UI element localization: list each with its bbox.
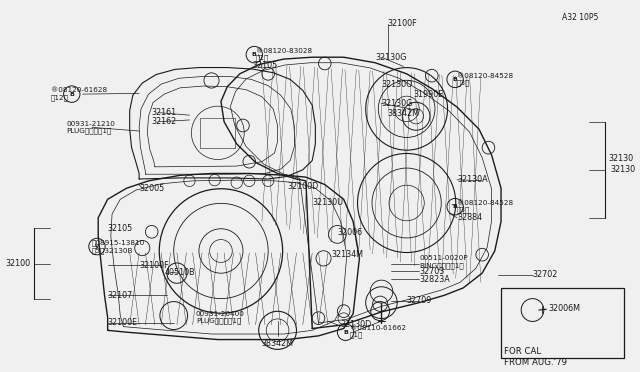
Text: 38342M: 38342M bbox=[388, 109, 420, 118]
Text: ®08120-84528
（3）: ®08120-84528 （3） bbox=[457, 73, 513, 86]
Text: 32130A: 32130A bbox=[457, 175, 488, 184]
Text: 32100E: 32100E bbox=[108, 318, 138, 327]
Text: 00931-20400
PLUGブラグ（1）: 00931-20400 PLUGブラグ（1） bbox=[196, 311, 244, 324]
Text: 32130G: 32130G bbox=[375, 53, 406, 62]
Text: 32105: 32105 bbox=[252, 61, 278, 70]
Text: B: B bbox=[252, 52, 257, 57]
Text: B: B bbox=[343, 330, 348, 335]
Text: 32107: 32107 bbox=[108, 291, 133, 300]
Text: 32006: 32006 bbox=[337, 228, 362, 237]
Text: 32130U: 32130U bbox=[312, 199, 343, 208]
Text: B: B bbox=[452, 204, 458, 209]
Text: 32709: 32709 bbox=[406, 296, 432, 305]
Text: 32100D: 32100D bbox=[287, 182, 318, 191]
Text: 32130O: 32130O bbox=[381, 80, 413, 89]
Text: 40510B: 40510B bbox=[164, 268, 195, 277]
Text: B: B bbox=[452, 77, 458, 82]
Text: B: B bbox=[69, 92, 74, 97]
Text: 32100F: 32100F bbox=[388, 19, 417, 29]
Text: 32130D: 32130D bbox=[340, 320, 372, 329]
Text: 32134M: 32134M bbox=[331, 250, 363, 259]
Text: 00511-0020P
RINGリング（1）: 00511-0020P RINGリング（1） bbox=[419, 255, 468, 269]
Text: FOR CAL
FROM AUG.'79: FOR CAL FROM AUG.'79 bbox=[504, 347, 567, 367]
Text: 32005: 32005 bbox=[139, 184, 164, 193]
Text: 38342M: 38342M bbox=[262, 339, 294, 348]
Text: 32702: 32702 bbox=[532, 270, 558, 279]
Bar bbox=[501, 288, 624, 358]
Text: ®08110-61662
（1）: ®08110-61662 （1） bbox=[350, 325, 406, 338]
Text: Ⓥ08915-13810
（5）32130B: Ⓥ08915-13810 （5）32130B bbox=[92, 240, 145, 254]
Text: 32100F: 32100F bbox=[139, 260, 169, 269]
Text: 32703: 32703 bbox=[419, 267, 444, 276]
Text: 32130: 32130 bbox=[608, 154, 633, 163]
Text: 32006M: 32006M bbox=[548, 304, 580, 314]
Text: 00931-21210
PLUGブラグ（1）: 00931-21210 PLUGブラグ（1） bbox=[67, 121, 116, 134]
Text: A32 10P5: A32 10P5 bbox=[562, 13, 598, 22]
Text: 32161: 32161 bbox=[152, 108, 177, 117]
Text: 32130G: 32130G bbox=[381, 99, 413, 108]
Text: 32884: 32884 bbox=[457, 213, 482, 222]
Text: 32130: 32130 bbox=[610, 165, 635, 174]
Text: 31990E: 31990E bbox=[413, 90, 443, 99]
Text: 32105: 32105 bbox=[108, 224, 133, 233]
Text: ®08120-84528
（3）: ®08120-84528 （3） bbox=[457, 200, 513, 214]
Text: 32100: 32100 bbox=[6, 259, 31, 268]
Text: V: V bbox=[95, 244, 99, 249]
Text: 32823A: 32823A bbox=[419, 275, 450, 284]
Text: ®08120-83028
（1）: ®08120-83028 （1） bbox=[255, 48, 312, 61]
Text: ®08120-61628
（12）: ®08120-61628 （12） bbox=[51, 87, 107, 101]
Text: 32162: 32162 bbox=[152, 117, 177, 126]
